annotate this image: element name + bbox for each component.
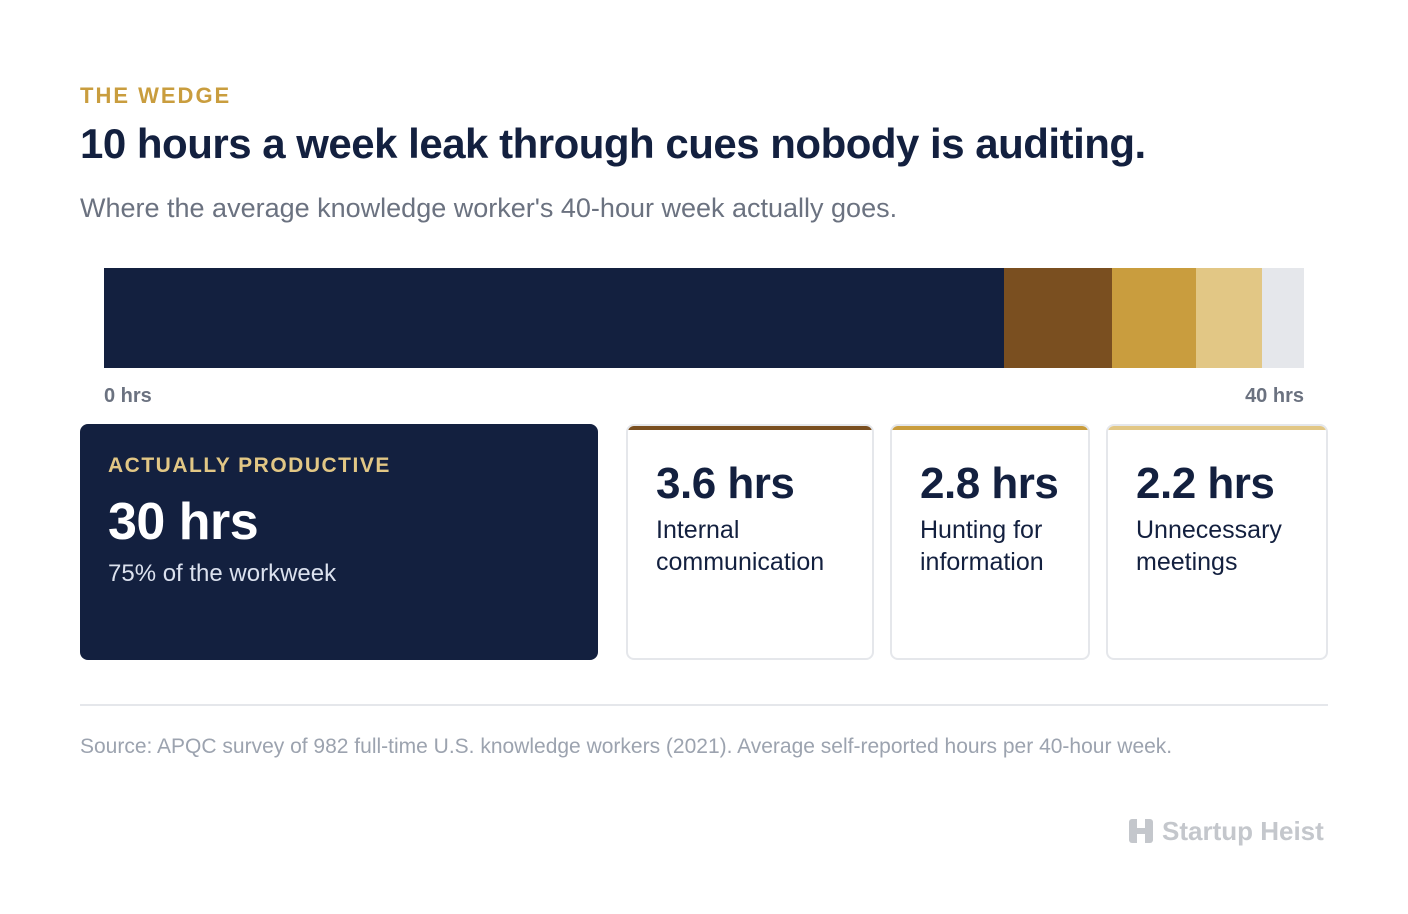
leak-card-desc: Hunting for information [920, 516, 1044, 576]
leak-card-hunting-information: 2.8 hrs Hunting for information [890, 424, 1090, 660]
productive-card-note: 75% of the workweek [108, 560, 337, 587]
bar-segment-internal-communication [1004, 268, 1112, 368]
leak-card-value: 2.2 hrs [1136, 459, 1275, 508]
divider [80, 704, 1328, 706]
bar-segment-hunting-for-information [1112, 268, 1196, 368]
source-note: Source: APQC survey of 982 full-time U.S… [80, 735, 1173, 758]
stacked-bar-chart [104, 268, 1304, 368]
axis-start-label: 0 hrs [104, 385, 152, 407]
eyebrow-label: THE WEDGE [80, 83, 232, 108]
productive-card-label: ACTUALLY PRODUCTIVE [108, 454, 391, 477]
leak-card-desc: Internal communication [656, 516, 825, 576]
productive-card-value: 30 hrs [108, 493, 259, 551]
bar-segment-unnecessary-meetings [1196, 268, 1262, 368]
leak-card-accent-bar [1108, 426, 1326, 430]
bar-segment-remainder [1262, 268, 1304, 368]
leak-card-desc: Unnecessary meetings [1136, 516, 1282, 576]
leak-card-internal-communication: 3.6 hrs Internal communication [626, 424, 874, 660]
leak-card-value: 3.6 hrs [656, 459, 795, 508]
subtitle: Where the average knowledge worker's 40-… [80, 193, 898, 223]
leak-card-value: 2.8 hrs [920, 459, 1059, 508]
building-icon [1129, 819, 1153, 843]
axis-end-label: 40 hrs [1245, 385, 1304, 407]
brand-name: Startup Heist [1162, 815, 1324, 846]
productive-card: ACTUALLY PRODUCTIVE 30 hrs 75% of the wo… [80, 424, 598, 660]
leak-card-accent-bar [892, 426, 1088, 430]
leak-card-unnecessary-meetings: 2.2 hrs Unnecessary meetings [1106, 424, 1328, 660]
bar-segment-actually-productive [104, 268, 1004, 368]
brand-logo: Startup Heist [1128, 814, 1324, 848]
leak-card-accent-bar [628, 426, 872, 430]
page-title: 10 hours a week leak through cues nobody… [80, 120, 1146, 167]
